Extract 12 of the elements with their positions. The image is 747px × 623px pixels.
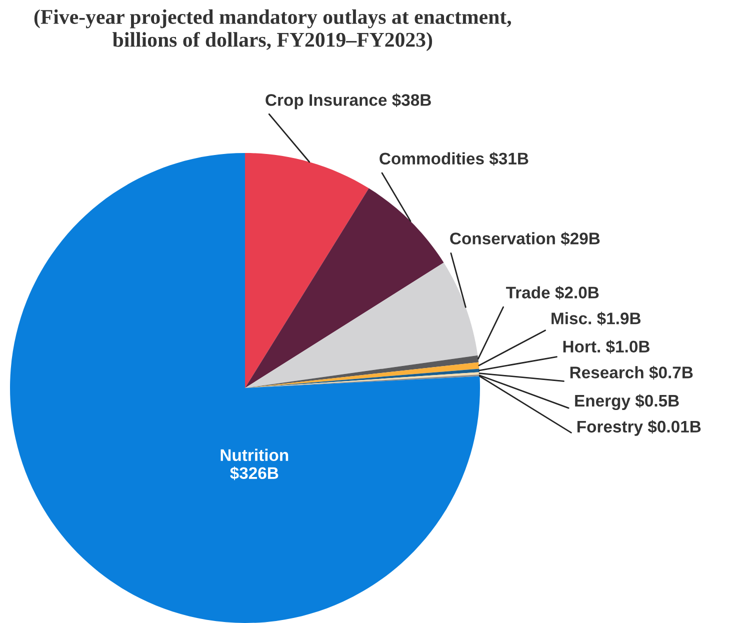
slice-label: Energy $0.5B: [575, 394, 679, 410]
slice-label: Crop Insurance $38B: [266, 93, 431, 110]
slice-label: Commodities $31B: [380, 152, 528, 166]
data-label: $326B: [230, 466, 278, 480]
slice-label: Forestry $0.01B: [577, 420, 701, 436]
slice-label: Conservation $29B: [450, 232, 600, 246]
slice-label: Hort. $1.0B: [563, 340, 650, 354]
slice-label: Trade $2.0B: [506, 286, 599, 300]
chart-title: (Five-year projected mandatory outlays at enactment, billions of dollars, FY2019–FY2023): [34, 9, 512, 52]
slice-label: Nutrition: [220, 448, 288, 462]
slice-label: Misc. $1.9B: [552, 312, 641, 326]
slice-label: Research $0.7B: [570, 366, 693, 380]
